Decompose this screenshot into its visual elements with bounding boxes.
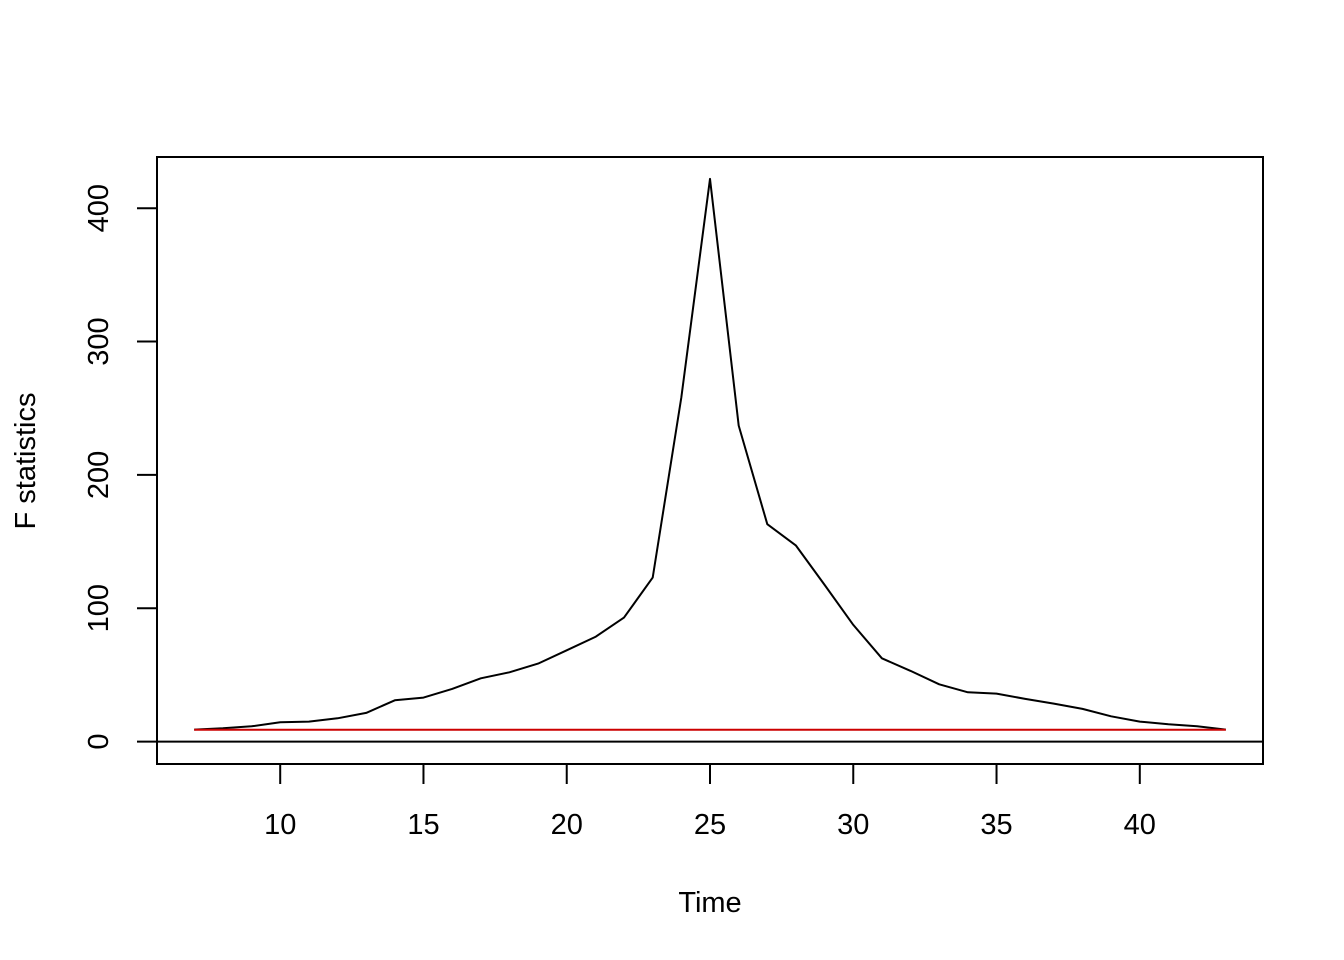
x-tick-label-10: 10 xyxy=(264,809,296,841)
x-tick-label-40: 40 xyxy=(1124,809,1156,841)
plot-area xyxy=(157,177,1263,743)
y-tick-label-200: 200 xyxy=(83,451,115,499)
x-tick-label-35: 35 xyxy=(980,809,1012,841)
x-tick-label-25: 25 xyxy=(694,809,726,841)
y-tick-label-400: 400 xyxy=(83,184,115,232)
y-axis-label: F statistics xyxy=(10,393,42,530)
series-line-1 xyxy=(194,177,1226,731)
x-tick-label-15: 15 xyxy=(407,809,439,841)
x-tick-label-20: 20 xyxy=(551,809,583,841)
plot-frame xyxy=(156,156,1264,765)
y-tick-label-100: 100 xyxy=(83,584,115,632)
y-tick-label-0: 0 xyxy=(83,734,115,750)
x-tick-label-30: 30 xyxy=(837,809,869,841)
y-tick-label-300: 300 xyxy=(83,317,115,365)
x-axis-label: Time xyxy=(678,887,741,919)
